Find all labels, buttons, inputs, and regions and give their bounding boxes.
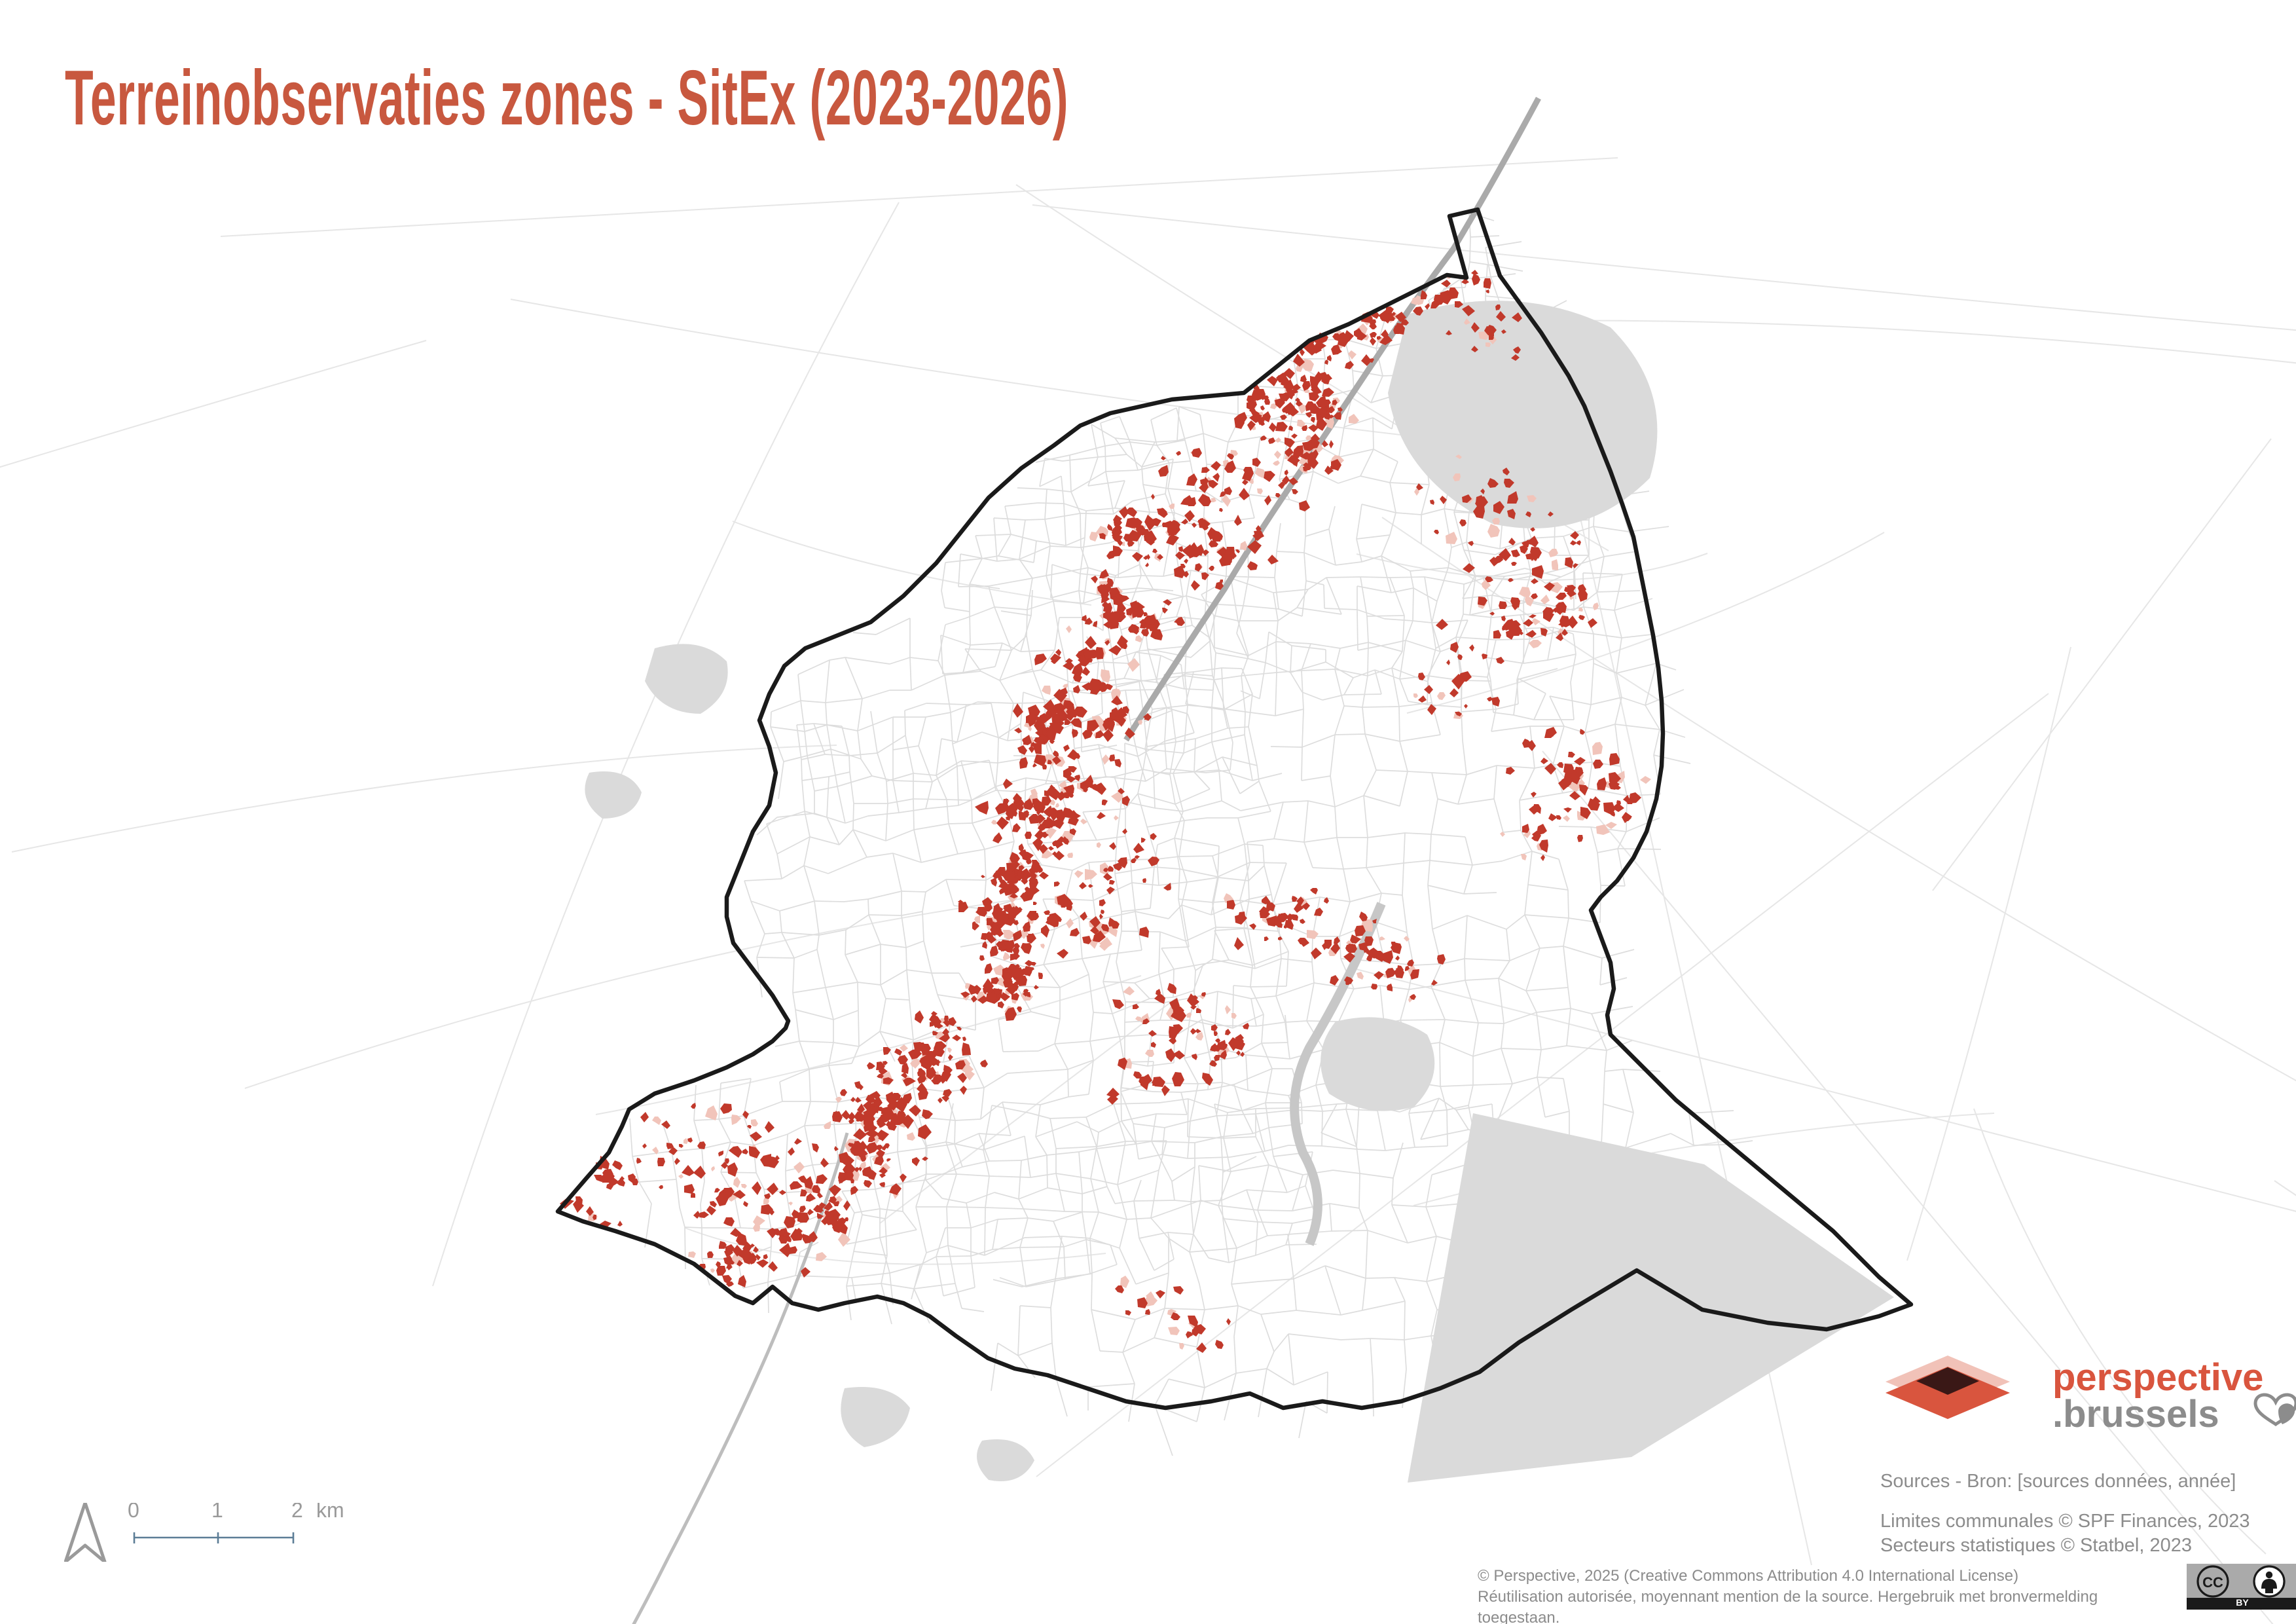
svg-text:BY: BY (2236, 1597, 2249, 1608)
svg-text:1: 1 (211, 1503, 223, 1522)
svg-text:km: km (316, 1503, 344, 1522)
svg-text:0: 0 (128, 1503, 139, 1522)
svg-text:.brussels: .brussels (2052, 1393, 2219, 1435)
svg-text:CC: CC (2202, 1574, 2223, 1591)
svg-text:2: 2 (291, 1503, 303, 1522)
